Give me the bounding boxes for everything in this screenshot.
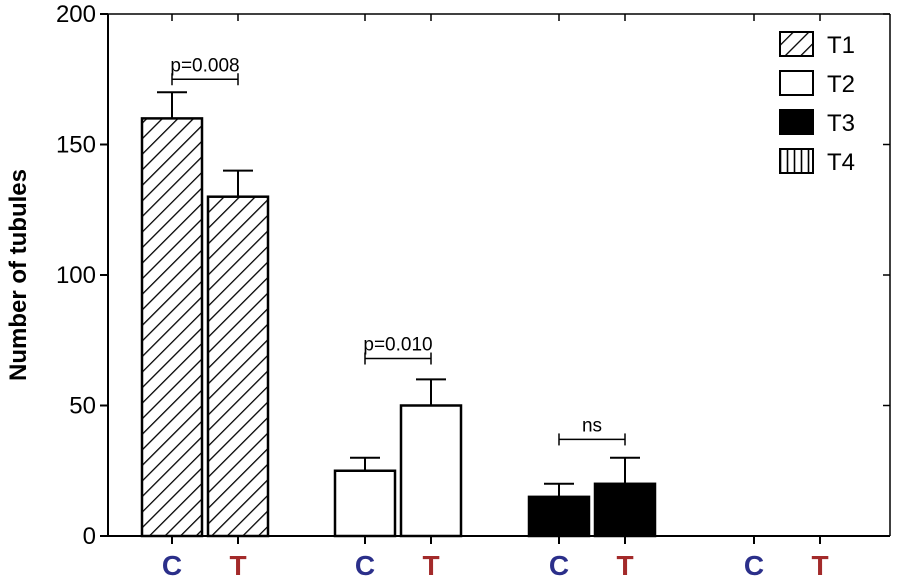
legend-swatch-t3	[779, 109, 814, 135]
legend-swatch-t1	[779, 31, 814, 57]
x-category-label: T	[422, 550, 439, 581]
y-tick-label: 50	[69, 393, 96, 420]
x-category-label: C	[162, 550, 182, 581]
bar-t1-t	[206, 195, 270, 538]
x-category-label: C	[355, 550, 375, 581]
legend-swatch-t4	[779, 148, 814, 174]
significance-label: p=0.008	[170, 55, 239, 76]
bar-t2-c	[333, 469, 397, 538]
legend-label-t3: T3	[827, 110, 855, 137]
significance-label: ns	[582, 415, 602, 436]
significance-label: p=0.010	[363, 335, 432, 356]
legend-swatch-t2	[779, 70, 814, 96]
y-tick-label: 150	[56, 132, 96, 159]
y-axis-label: Number of tubules	[5, 169, 32, 381]
bar-t2-t	[399, 404, 463, 538]
axes: 0 50 100 150 200 C T C T C T C T	[56, 1, 891, 581]
bar-t1-c	[140, 117, 204, 538]
legend-label-t4: T4	[827, 149, 855, 176]
legend-label-t1: T1	[827, 32, 855, 59]
x-category-label: C	[549, 550, 569, 581]
y-tick-label: 200	[56, 1, 96, 28]
y-tick-label: 100	[56, 262, 96, 289]
x-category-label: T	[616, 550, 633, 581]
significance-layer: p=0.008 p=0.010 ns	[170, 55, 626, 446]
bars-layer	[140, 91, 657, 538]
x-category-label: T	[811, 550, 828, 581]
bar-t3-c	[527, 495, 591, 538]
y-tick-label: 0	[83, 523, 96, 550]
x-category-label: T	[229, 550, 246, 581]
legend: T1 T2 T3 T4	[779, 31, 855, 176]
bar-t3-t	[593, 482, 657, 538]
x-category-label: C	[744, 550, 764, 581]
legend-label-t2: T2	[827, 71, 855, 98]
